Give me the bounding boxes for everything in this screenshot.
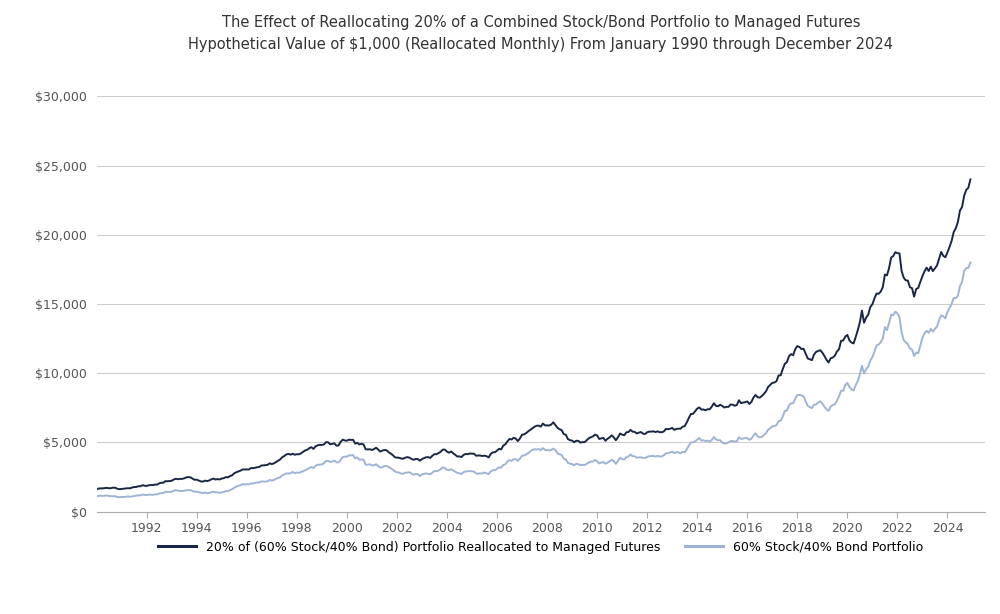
- Legend: 20% of (60% Stock/40% Bond) Portfolio Reallocated to Managed Futures, 60% Stock/: 20% of (60% Stock/40% Bond) Portfolio Re…: [153, 535, 928, 559]
- Title: The Effect of Reallocating 20% of a Combined Stock/Bond Portfolio to Managed Fut: The Effect of Reallocating 20% of a Comb…: [188, 15, 893, 52]
